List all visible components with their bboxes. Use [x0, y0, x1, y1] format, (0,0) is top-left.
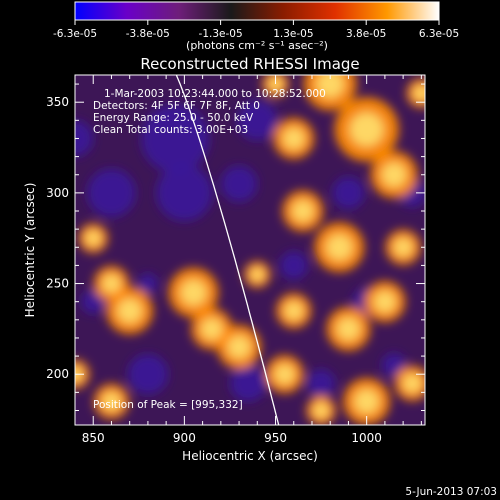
y-tick-label: 350	[46, 95, 69, 109]
colorbar-tick-label: -6.3e-05	[53, 28, 97, 40]
emission-hotspot-core	[313, 402, 329, 419]
emission-cold-region	[87, 168, 136, 217]
observation-info: 1-Mar-2003 10:23:44.000 to 10:28:52.000 …	[93, 88, 326, 136]
emission-hotspot-core	[381, 162, 407, 187]
x-tick-label: 950	[264, 431, 287, 445]
colorbar-units: (photons cm⁻² s⁻¹ asec⁻²)	[186, 39, 328, 52]
annotation-time-range: 1-Mar-2003 10:23:44.000 to 10:28:52.000	[104, 88, 326, 100]
emission-hotspot-core	[180, 279, 207, 306]
emission-hotspot-core	[85, 230, 101, 246]
y-tick-label: 200	[46, 367, 69, 381]
emission-hotspot-core	[227, 335, 251, 359]
emission-hotspot-core	[250, 267, 265, 282]
plot-frame	[74, 74, 426, 426]
emission-hotspot-core	[201, 318, 223, 340]
annotation-clean-counts: Clean Total counts: 3.00E+03	[93, 124, 248, 136]
y-tick-label: 250	[46, 277, 69, 291]
emission-cold-region	[141, 104, 210, 173]
emission-hotspot-core	[413, 85, 425, 101]
image-area	[75, 75, 425, 425]
emission-hotspot-core	[284, 301, 303, 320]
emission-cold-region	[137, 273, 158, 294]
colorbar-tick-label: -3.8e-05	[126, 28, 170, 40]
emission-hotspot-core	[117, 298, 142, 324]
emission-hotspot-core	[393, 238, 413, 257]
emission-cold-region	[332, 176, 365, 209]
emission-cold-region	[230, 365, 267, 402]
emission-cold-region	[75, 120, 94, 157]
y-axis-ticks: 200 250 300 350	[46, 83, 425, 411]
emission-cold-region	[279, 251, 308, 280]
colorbar-ticks: -6.3e-05 -3.8e-05 -1.3e-05 1.3e-05 3.8e-05 6.…	[53, 20, 459, 40]
emission-hotspot-core	[336, 317, 360, 341]
y-tick-label: 300	[46, 186, 69, 200]
x-tick-label: 1000	[351, 431, 382, 445]
emission-hotspot-core	[274, 364, 295, 385]
colorbar-tick-label: 1.3e-05	[273, 28, 313, 40]
emission-hotspot-core	[268, 77, 283, 91]
emission-hotspot-core	[102, 274, 121, 293]
emission-cold-region	[307, 369, 336, 398]
emission-cold-region	[237, 100, 278, 141]
emission-hotspot-core	[283, 127, 305, 150]
emission-hotspot-core	[349, 112, 384, 147]
emission-hotspot-core	[292, 200, 314, 222]
peak-position: Position of Peak = [995,332]	[93, 399, 243, 411]
emission-hotspot-core	[316, 75, 344, 98]
colorbar-tick-label: -1.3e-05	[199, 28, 243, 40]
chart-title: Reconstructed RHESSI Image	[140, 55, 359, 73]
colorbar	[74, 1, 440, 21]
emission-hotspot-core	[354, 389, 379, 414]
emission-cold-region	[221, 165, 258, 202]
colorbar-tick-label: 6.3e-05	[419, 28, 459, 40]
emission-hotspot-core	[326, 234, 353, 261]
colorbar-tick-label: 3.8e-05	[346, 28, 386, 40]
emission-map	[75, 75, 425, 425]
emission-hotspot-core	[102, 392, 121, 411]
x-tick-label: 850	[82, 431, 105, 445]
emission-hotspot-core	[374, 290, 396, 313]
emission-cold-region	[156, 164, 213, 221]
footer-date: 5-Jun-2013 07:03	[405, 486, 497, 498]
emission-hotspot-core	[403, 374, 422, 393]
x-tick-label: 900	[173, 431, 196, 445]
y-axis-label: Heliocentric Y (arcsec)	[23, 183, 37, 318]
emission-cold-region	[127, 354, 168, 395]
x-axis-label: Heliocentric X (arcsec)	[182, 449, 318, 463]
x-axis-ticks: 850 900 950 1000	[74, 75, 422, 445]
annotation-energy-range: Energy Range: 25.0 - 50.0 keV	[93, 112, 254, 124]
solar-limb	[175, 75, 280, 425]
annotation-detectors: Detectors: 4F 5F 6F 7F 8F, Att 0	[93, 100, 260, 112]
